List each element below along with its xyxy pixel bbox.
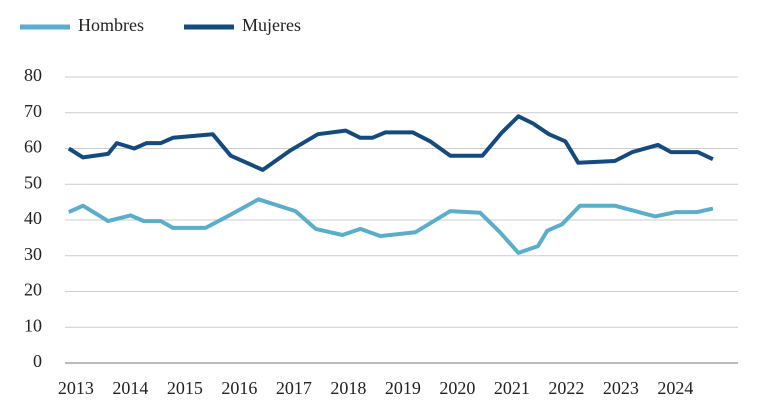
y-tick-label: 80	[24, 65, 42, 85]
x-tick-label: 2022	[548, 378, 584, 398]
x-tick-label: 2014	[112, 378, 148, 398]
x-tick-label: 2013	[58, 378, 94, 398]
x-tick-label: 2016	[221, 378, 257, 398]
legend-label: Mujeres	[242, 15, 301, 35]
x-tick-label: 2017	[276, 378, 312, 398]
x-tick-label: 2021	[494, 378, 530, 398]
x-tick-label: 2018	[330, 378, 366, 398]
x-tick-label: 2024	[657, 378, 693, 398]
y-tick-label: 30	[24, 244, 42, 264]
legend-label: Hombres	[78, 15, 144, 35]
y-tick-label: 20	[24, 280, 42, 300]
x-tick-label: 2019	[385, 378, 421, 398]
y-tick-label: 60	[24, 137, 42, 157]
y-tick-label: 50	[24, 172, 42, 192]
series-line	[67, 197, 714, 255]
x-tick-label: 2015	[167, 378, 203, 398]
y-tick-label: 70	[24, 101, 42, 121]
x-tick-label: 2020	[439, 378, 475, 398]
y-tick-label: 10	[24, 315, 42, 335]
x-tick-label: 2023	[603, 378, 639, 398]
y-tick-label: 0	[33, 351, 42, 371]
y-tick-label: 40	[24, 208, 42, 228]
series-line	[67, 114, 714, 172]
